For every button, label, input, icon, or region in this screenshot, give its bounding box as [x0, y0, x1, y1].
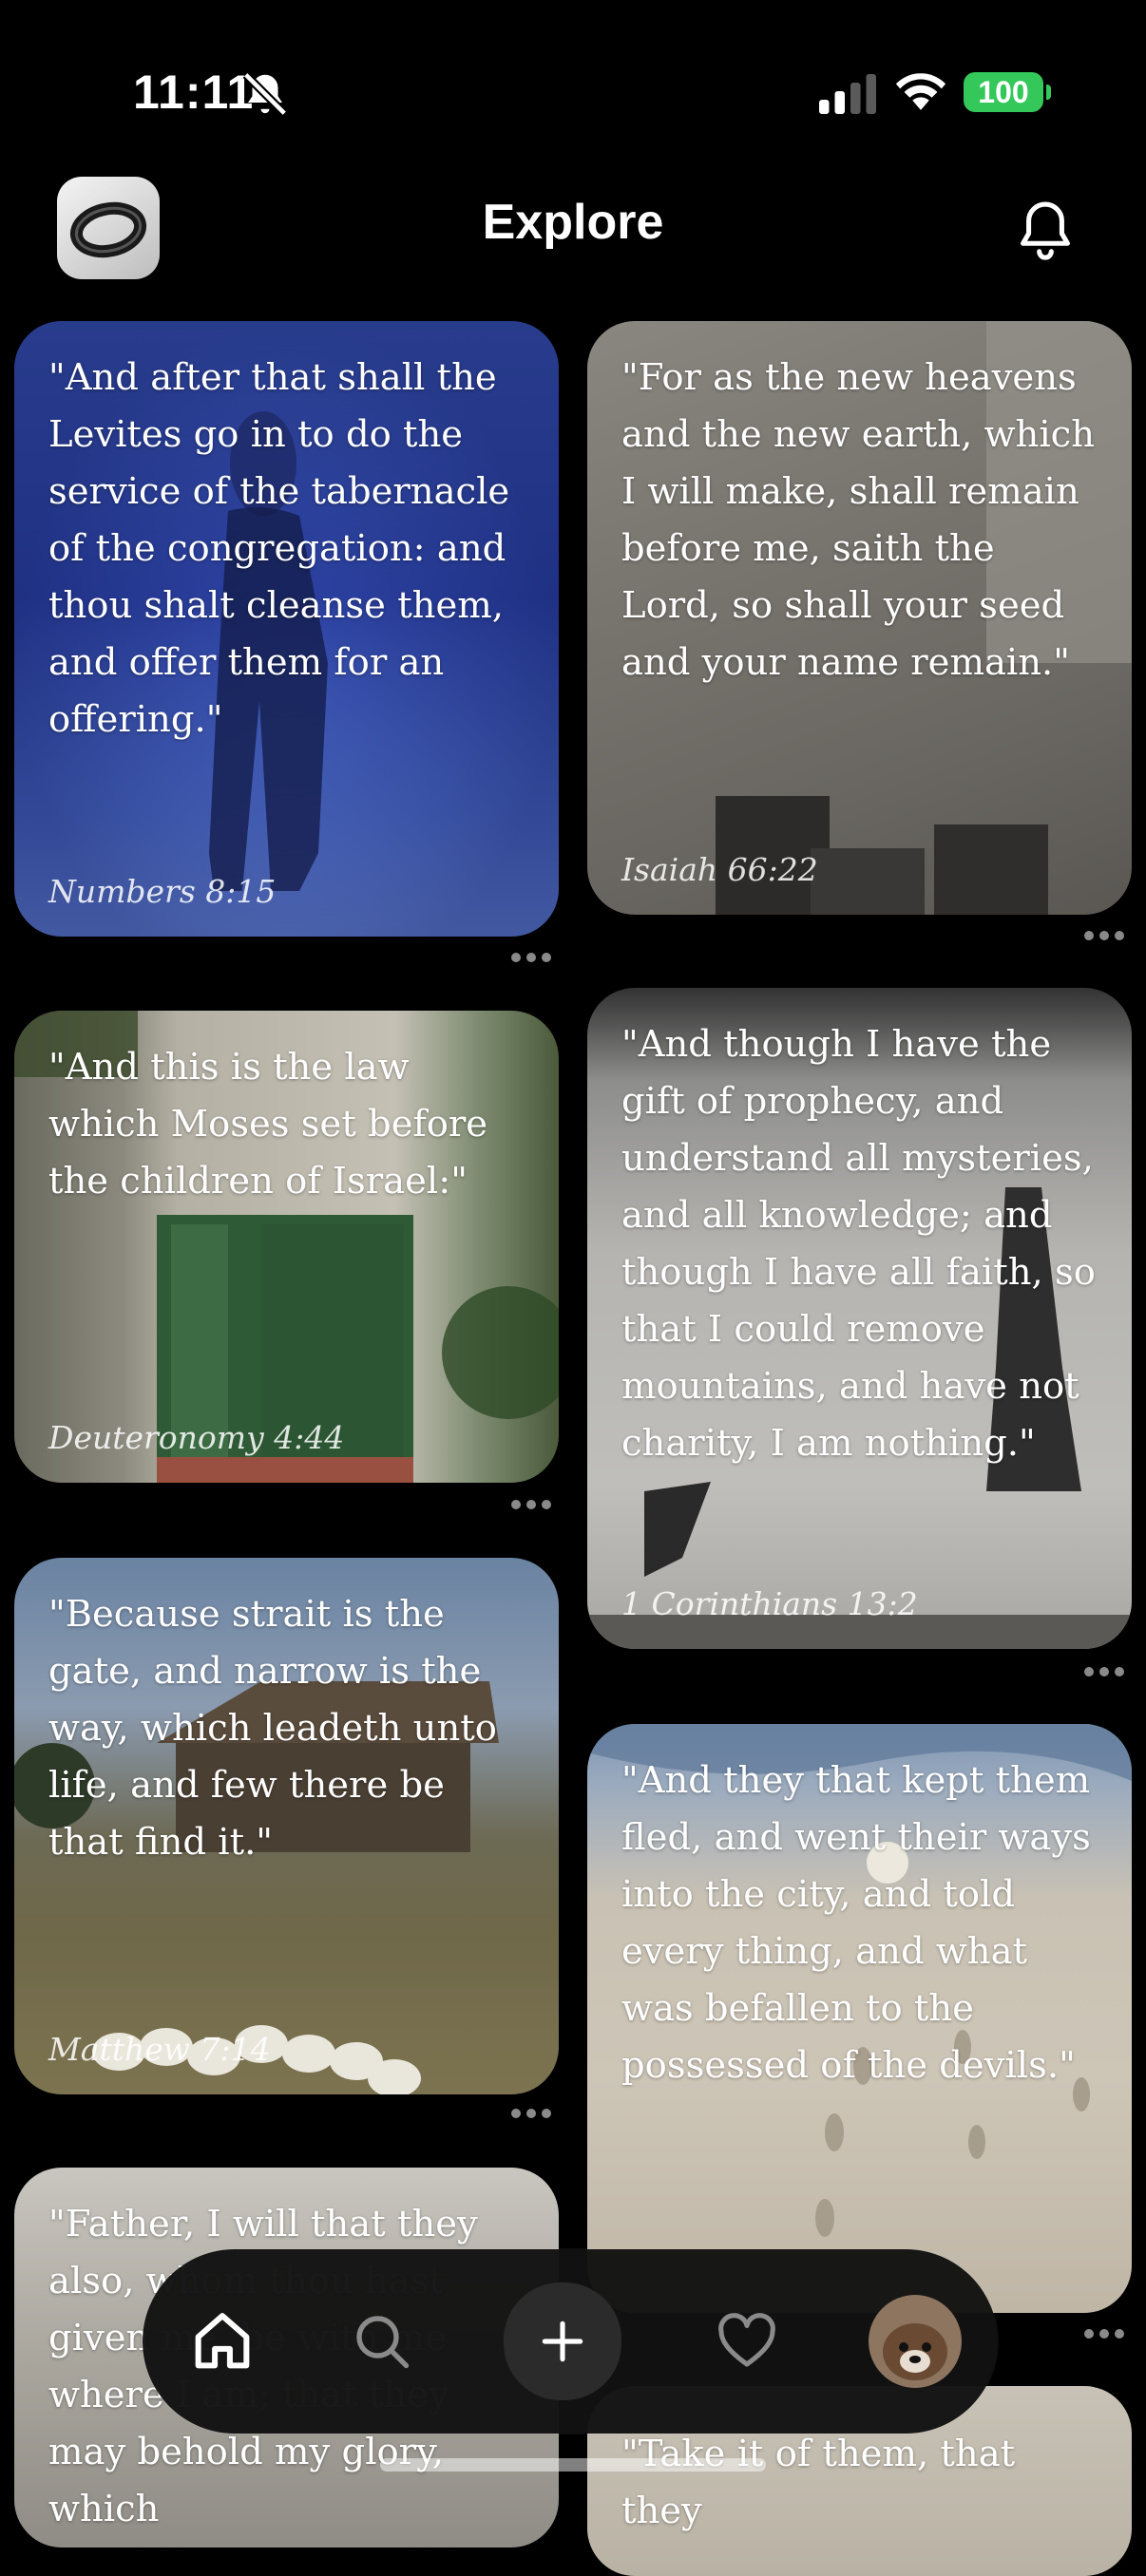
verse-card[interactable]: "And this is the law which Moses set bef… — [14, 1011, 559, 1483]
tab-profile[interactable] — [869, 2295, 962, 2388]
wifi-icon — [893, 70, 948, 114]
verse-quote: "For as the new heavens and the new eart… — [621, 350, 1103, 691]
more-options-button[interactable] — [1084, 2329, 1128, 2340]
verse-quote: "And this is the law which Moses set bef… — [48, 1039, 530, 1210]
home-indicator — [380, 2458, 766, 2472]
tab-favorites[interactable] — [690, 2284, 804, 2398]
bottom-tab-bar — [143, 2249, 998, 2434]
verse-reference: Isaiah 66:22 — [621, 851, 818, 888]
more-options-button[interactable] — [511, 1500, 555, 1511]
verse-reference: Matthew 7:14 — [48, 2031, 271, 2068]
verse-quote: "And they that kept them fled, and went … — [621, 1752, 1103, 2094]
heart-icon — [713, 2307, 781, 2376]
status-bar: 11:11 100 — [0, 0, 1146, 171]
plus-icon — [536, 2315, 589, 2368]
tab-create[interactable] — [504, 2282, 621, 2400]
more-options-button[interactable] — [511, 953, 555, 964]
verse-quote: "And after that shall the Levites go in … — [48, 350, 530, 748]
verse-reference: Deuteronomy 4:44 — [48, 1419, 344, 1456]
page-title: Explore — [0, 194, 1146, 251]
bell-slash-icon — [239, 68, 291, 120]
tab-search[interactable] — [325, 2284, 439, 2398]
profile-avatar — [869, 2295, 962, 2388]
tab-home[interactable] — [165, 2284, 279, 2398]
verse-quote: "Because strait is the gate, and narrow … — [48, 1586, 530, 1871]
verse-card[interactable]: "And after that shall the Levites go in … — [14, 321, 559, 937]
verse-card[interactable]: "For as the new heavens and the new eart… — [587, 321, 1132, 915]
more-options-button[interactable] — [1084, 931, 1128, 942]
more-options-button[interactable] — [1084, 1667, 1128, 1678]
verse-card[interactable]: "Because strait is the gate, and narrow … — [14, 1558, 559, 2094]
verse-quote: "Take it of them, that they — [621, 2426, 1103, 2540]
verse-card[interactable]: "And they that kept them fled, and went … — [587, 1724, 1132, 2313]
verse-quote: "And though I have the gift of prophecy,… — [621, 1016, 1103, 1472]
notifications-bell-icon[interactable] — [1009, 194, 1081, 266]
verse-reference: 1 Corinthians 13:2 — [621, 1585, 918, 1622]
status-time: 11:11 — [133, 65, 254, 120]
home-icon — [186, 2305, 258, 2377]
more-options-button[interactable] — [511, 2109, 555, 2120]
battery-indicator: 100 — [964, 72, 1043, 112]
verse-card[interactable]: "And though I have the gift of prophecy,… — [587, 988, 1132, 1649]
search-icon — [348, 2307, 416, 2376]
verse-reference: Numbers 8:15 — [48, 873, 276, 910]
cellular-signal-icon — [819, 74, 876, 114]
